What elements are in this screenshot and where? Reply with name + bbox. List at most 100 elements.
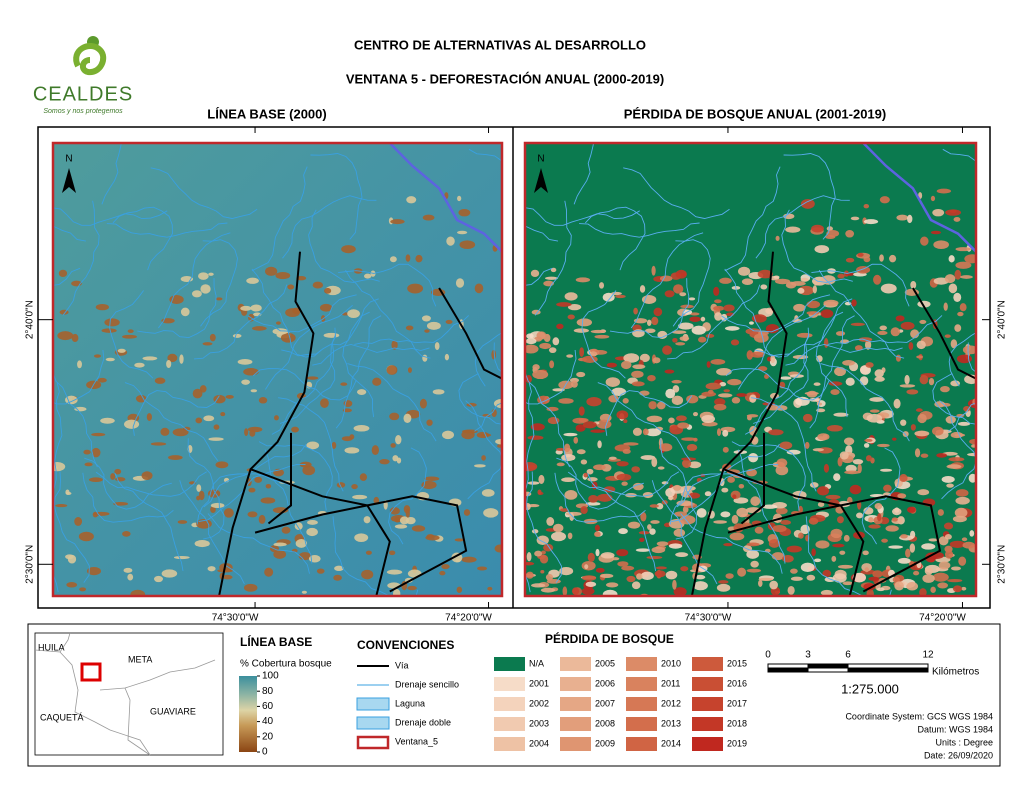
loss-patch	[916, 355, 924, 359]
scale-label: 0	[765, 650, 771, 661]
loss-patch	[964, 254, 976, 264]
loss-patch	[578, 418, 589, 423]
loss-patch	[161, 569, 178, 578]
loss-patch	[606, 362, 617, 368]
loss-patch	[363, 516, 371, 524]
loss-patch	[706, 361, 711, 368]
river	[737, 304, 826, 390]
river	[581, 290, 626, 379]
loss-swatch	[626, 657, 657, 671]
loss-patch	[526, 552, 532, 562]
loss-patch	[220, 412, 226, 417]
loss-patch	[600, 552, 615, 559]
loss-patch	[665, 487, 675, 498]
loss-patch	[566, 354, 574, 358]
loss-patch	[198, 272, 209, 280]
loss-patch	[539, 342, 552, 350]
loss-patch	[616, 461, 629, 467]
loss-patch	[127, 329, 134, 333]
loss-patch	[86, 566, 101, 576]
river	[258, 441, 333, 511]
loss-patch	[646, 319, 652, 326]
locator-frame	[34, 632, 224, 756]
river	[150, 167, 258, 219]
lat-label: 2°40'0"N	[25, 300, 36, 339]
loss-patch	[551, 531, 567, 542]
loss-patch	[207, 566, 216, 572]
loss-patch	[647, 524, 652, 530]
loss-patch	[650, 520, 660, 524]
loss-patch	[786, 545, 802, 553]
loss-patch	[854, 345, 863, 351]
loss-patch	[672, 337, 678, 343]
loss-patch	[493, 398, 502, 409]
river	[345, 269, 431, 359]
loss-patch	[648, 401, 657, 410]
loss-patch	[347, 309, 360, 318]
loss-patch	[639, 285, 646, 293]
loss-patch	[890, 327, 901, 337]
loss-patch	[474, 283, 484, 294]
loss-patch	[921, 543, 936, 550]
loss-patch	[583, 472, 589, 478]
loss-patch	[582, 575, 597, 581]
loss-patch	[746, 550, 760, 559]
loss-patch	[113, 501, 129, 506]
loss-patch	[757, 269, 773, 279]
river	[609, 278, 690, 339]
loss-patch	[526, 333, 534, 339]
loss-patch	[552, 337, 560, 346]
loss-patch	[454, 538, 465, 542]
loss-patch	[250, 304, 262, 312]
loss-patch	[664, 369, 675, 374]
loss-patch	[166, 359, 172, 369]
loss-patch	[800, 198, 815, 209]
loss-patch	[945, 415, 956, 424]
loss-patch	[907, 214, 913, 224]
loss-patch	[273, 542, 287, 547]
loss-patch	[679, 336, 690, 341]
loss-patch	[576, 318, 593, 327]
loss-patch	[585, 581, 597, 587]
water-symbol	[356, 716, 390, 730]
river	[468, 148, 502, 163]
loss-patch	[837, 273, 845, 279]
loss-patch	[639, 390, 650, 396]
loss-patch	[677, 322, 694, 330]
window-symbol	[356, 735, 390, 750]
loss-patch	[680, 566, 689, 572]
loss-patch	[110, 473, 116, 480]
river	[651, 480, 718, 585]
loss-patch	[863, 204, 870, 209]
loss-patch	[779, 441, 793, 450]
loss-patch	[421, 480, 437, 490]
loss-patch	[640, 571, 654, 580]
loss-patch	[665, 388, 676, 399]
river	[95, 471, 207, 497]
loss-patch	[806, 300, 821, 309]
loss-label: 2018	[727, 718, 747, 728]
loss-patch	[896, 214, 909, 221]
loss-patch	[341, 245, 356, 254]
loss-patch	[693, 581, 708, 591]
loss-patch	[334, 565, 344, 571]
loss-patch	[594, 531, 601, 537]
loss-patch	[403, 413, 412, 423]
legend-title: LÍNEA BASE	[240, 634, 312, 649]
loss-label: 2010	[661, 658, 681, 668]
loss-patch	[633, 307, 638, 315]
loss-patch	[616, 410, 629, 420]
loss-patch	[833, 412, 849, 417]
river	[132, 390, 220, 436]
loss-patch	[422, 214, 435, 221]
loss-patch	[394, 517, 401, 523]
loss-patch	[319, 303, 333, 312]
loss-patch	[645, 428, 662, 437]
loss-patch	[100, 417, 115, 424]
loss-patch	[710, 359, 726, 365]
loss-patch	[252, 326, 267, 331]
loss-patch	[874, 502, 883, 510]
loss-patch	[722, 446, 729, 453]
loss-patch	[538, 474, 545, 484]
loss-patch	[673, 528, 686, 537]
